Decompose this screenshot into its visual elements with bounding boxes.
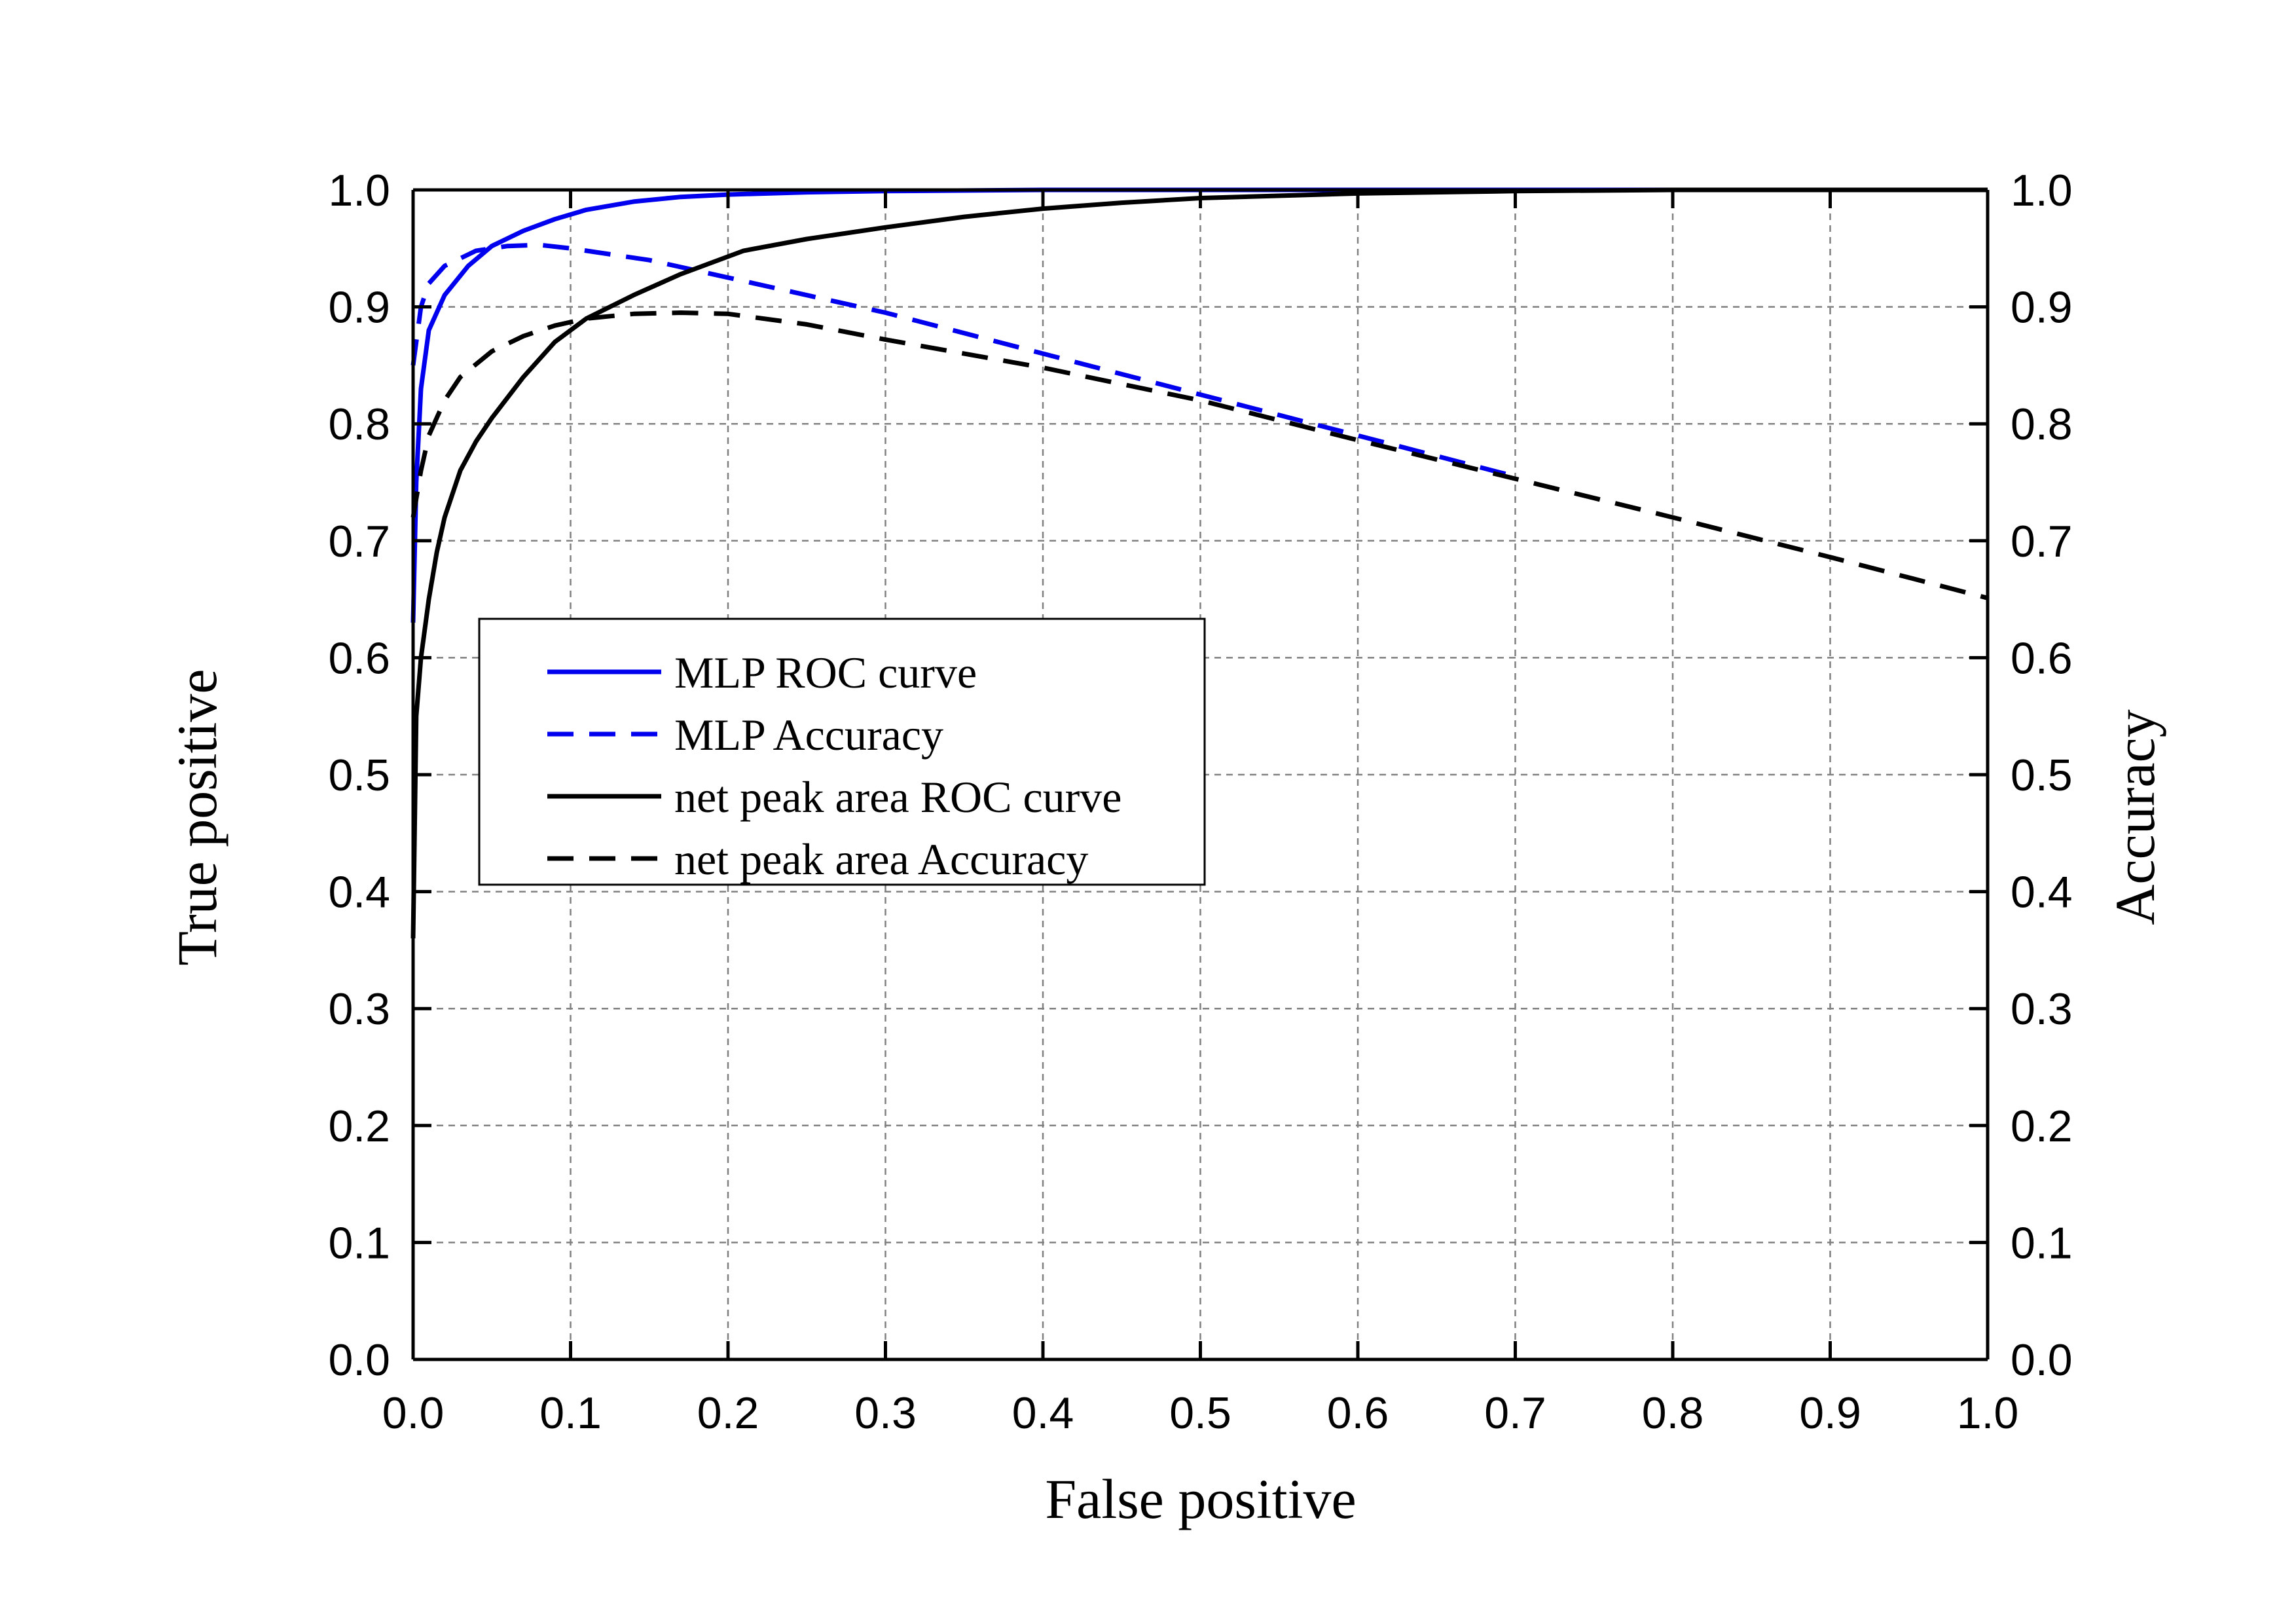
y-axis-title: True positive xyxy=(166,669,228,965)
y2-axis-title: Accuracy xyxy=(2104,709,2166,925)
y2-tick-label: 0.6 xyxy=(2011,633,2073,683)
series-line-net-peak-area-accuracy xyxy=(410,310,1988,600)
legend-label: MLP ROC curve xyxy=(674,648,977,697)
y-tick-label: 0.3 xyxy=(328,984,390,1034)
y2-tick-label: 0.5 xyxy=(2011,750,2073,800)
x-axis-ticks: 0.0 0.1 0.2 0.3 0.4 0.5 0.6 0.7 0.8 0.9 1.0 xyxy=(382,190,2019,1438)
x-tick-label: 0.3 xyxy=(854,1388,917,1438)
legend-box xyxy=(478,618,1206,886)
y2-tick-label: 0.2 xyxy=(2011,1101,2073,1151)
y2-tick-label: 0.0 xyxy=(2011,1335,2073,1385)
x-tick-label: 0.2 xyxy=(697,1388,759,1438)
x-tick-label: 0.8 xyxy=(1642,1388,1704,1438)
legend-label: net peak area Accuracy xyxy=(674,834,1088,884)
y-tick-label: 0.4 xyxy=(328,868,390,917)
y-tick-label: 0.8 xyxy=(328,399,390,449)
x-axis-title: False positive xyxy=(1045,1467,1356,1530)
y-tick-label: 0.6 xyxy=(328,633,390,683)
x-tick-label: 0.6 xyxy=(1327,1388,1389,1438)
y-tick-label: 0.1 xyxy=(328,1218,390,1268)
x-tick-label: 1.0 xyxy=(1957,1388,2019,1438)
legend-label: net peak area ROC curve xyxy=(674,772,1121,822)
x-tick-label: 0.9 xyxy=(1799,1388,1861,1438)
y-tick-label: 0.7 xyxy=(328,517,390,566)
y2-tick-label: 0.8 xyxy=(2011,399,2073,449)
grid xyxy=(413,190,1988,1359)
y-axis-ticks: 0.0 0.1 0.2 0.3 0.4 0.5 0.6 0.7 0.8 0.9 1.0 xyxy=(328,166,431,1385)
y2-tick-label: 1.0 xyxy=(2011,166,2073,215)
y-tick-label: 0.2 xyxy=(328,1101,390,1151)
y2-tick-label: 0.7 xyxy=(2011,517,2073,566)
y-tick-label: 0.0 xyxy=(328,1335,390,1385)
legend-label: MLP Accuracy xyxy=(674,710,943,760)
y2-tick-label: 0.9 xyxy=(2011,283,2073,333)
y2-tick-label: 0.4 xyxy=(2011,868,2073,917)
y2-tick-label: 0.3 xyxy=(2011,984,2073,1034)
y-tick-label: 0.5 xyxy=(328,750,390,800)
legend: MLP ROC curve MLP Accuracy net peak area R… xyxy=(478,618,1206,886)
y-tick-label: 0.9 xyxy=(328,283,390,333)
x-tick-label: 0.4 xyxy=(1012,1388,1074,1438)
x-tick-label: 0.7 xyxy=(1484,1388,1546,1438)
x-tick-label: 0.1 xyxy=(539,1388,602,1438)
x-tick-label: 0.0 xyxy=(382,1388,445,1438)
x-tick-label: 0.5 xyxy=(1169,1388,1231,1438)
y2-axis-ticks: 0.0 0.1 0.2 0.3 0.4 0.5 0.6 0.7 0.8 0.9 1.0 xyxy=(1969,166,2073,1385)
series-line-mlp-accuracy xyxy=(410,242,1516,479)
y2-tick-label: 0.1 xyxy=(2011,1218,2073,1268)
y-tick-label: 1.0 xyxy=(328,166,390,215)
